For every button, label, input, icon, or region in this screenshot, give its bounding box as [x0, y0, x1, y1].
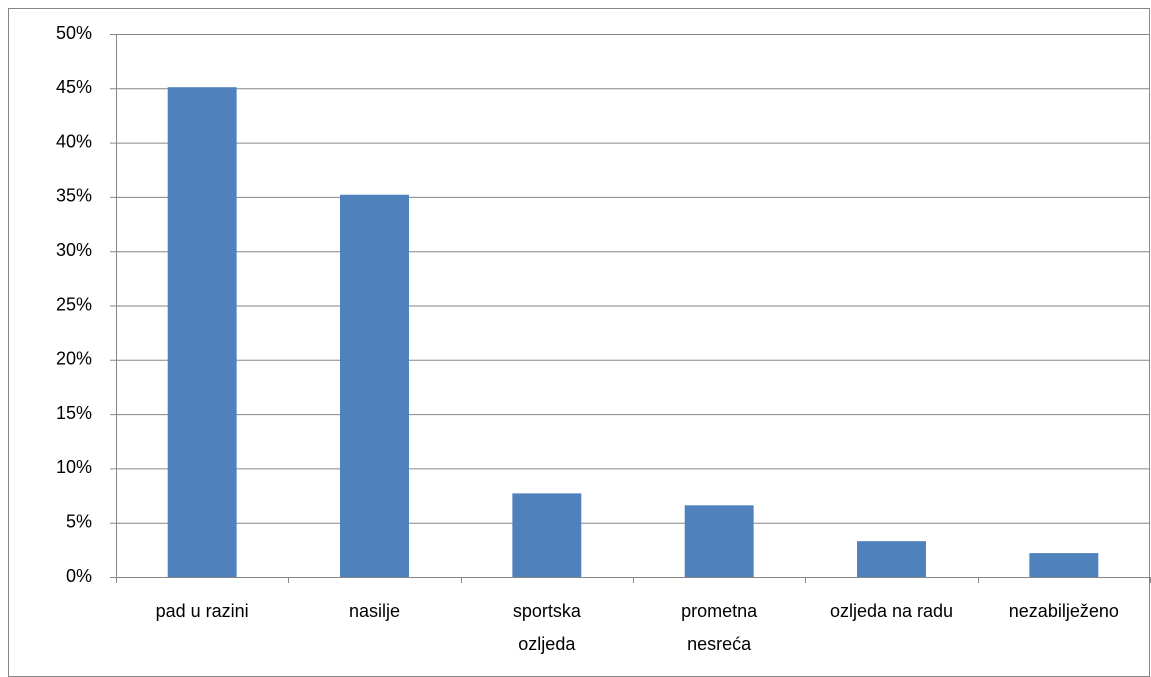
y-tick-label: 40% — [56, 131, 92, 151]
x-tick-label: nasilje — [349, 601, 400, 621]
bar — [857, 541, 926, 577]
y-tick-label: 5% — [66, 511, 92, 531]
x-tick-label: ozljeda na radu — [830, 601, 953, 621]
y-tick-label: 20% — [56, 349, 92, 369]
y-tick-label: 45% — [56, 77, 92, 97]
y-tick-label: 35% — [56, 186, 92, 206]
x-tick-label: pad u razini — [156, 601, 249, 621]
y-tick-label: 50% — [56, 23, 92, 43]
bar — [1029, 553, 1099, 577]
bar — [684, 505, 754, 577]
bar — [167, 87, 237, 578]
x-tick-label: nezabilježeno — [1009, 601, 1119, 621]
y-tick-label: 15% — [56, 403, 92, 423]
y-tick-label: 0% — [66, 566, 92, 586]
y-tick-label: 10% — [56, 457, 92, 477]
x-tick-label: prometna nesreća — [681, 601, 758, 654]
bar — [340, 194, 409, 577]
y-tick-label: 30% — [56, 240, 92, 260]
bar — [512, 493, 582, 577]
y-tick-label: 25% — [56, 294, 92, 314]
x-tick-label: sportska ozljeda — [513, 601, 582, 654]
